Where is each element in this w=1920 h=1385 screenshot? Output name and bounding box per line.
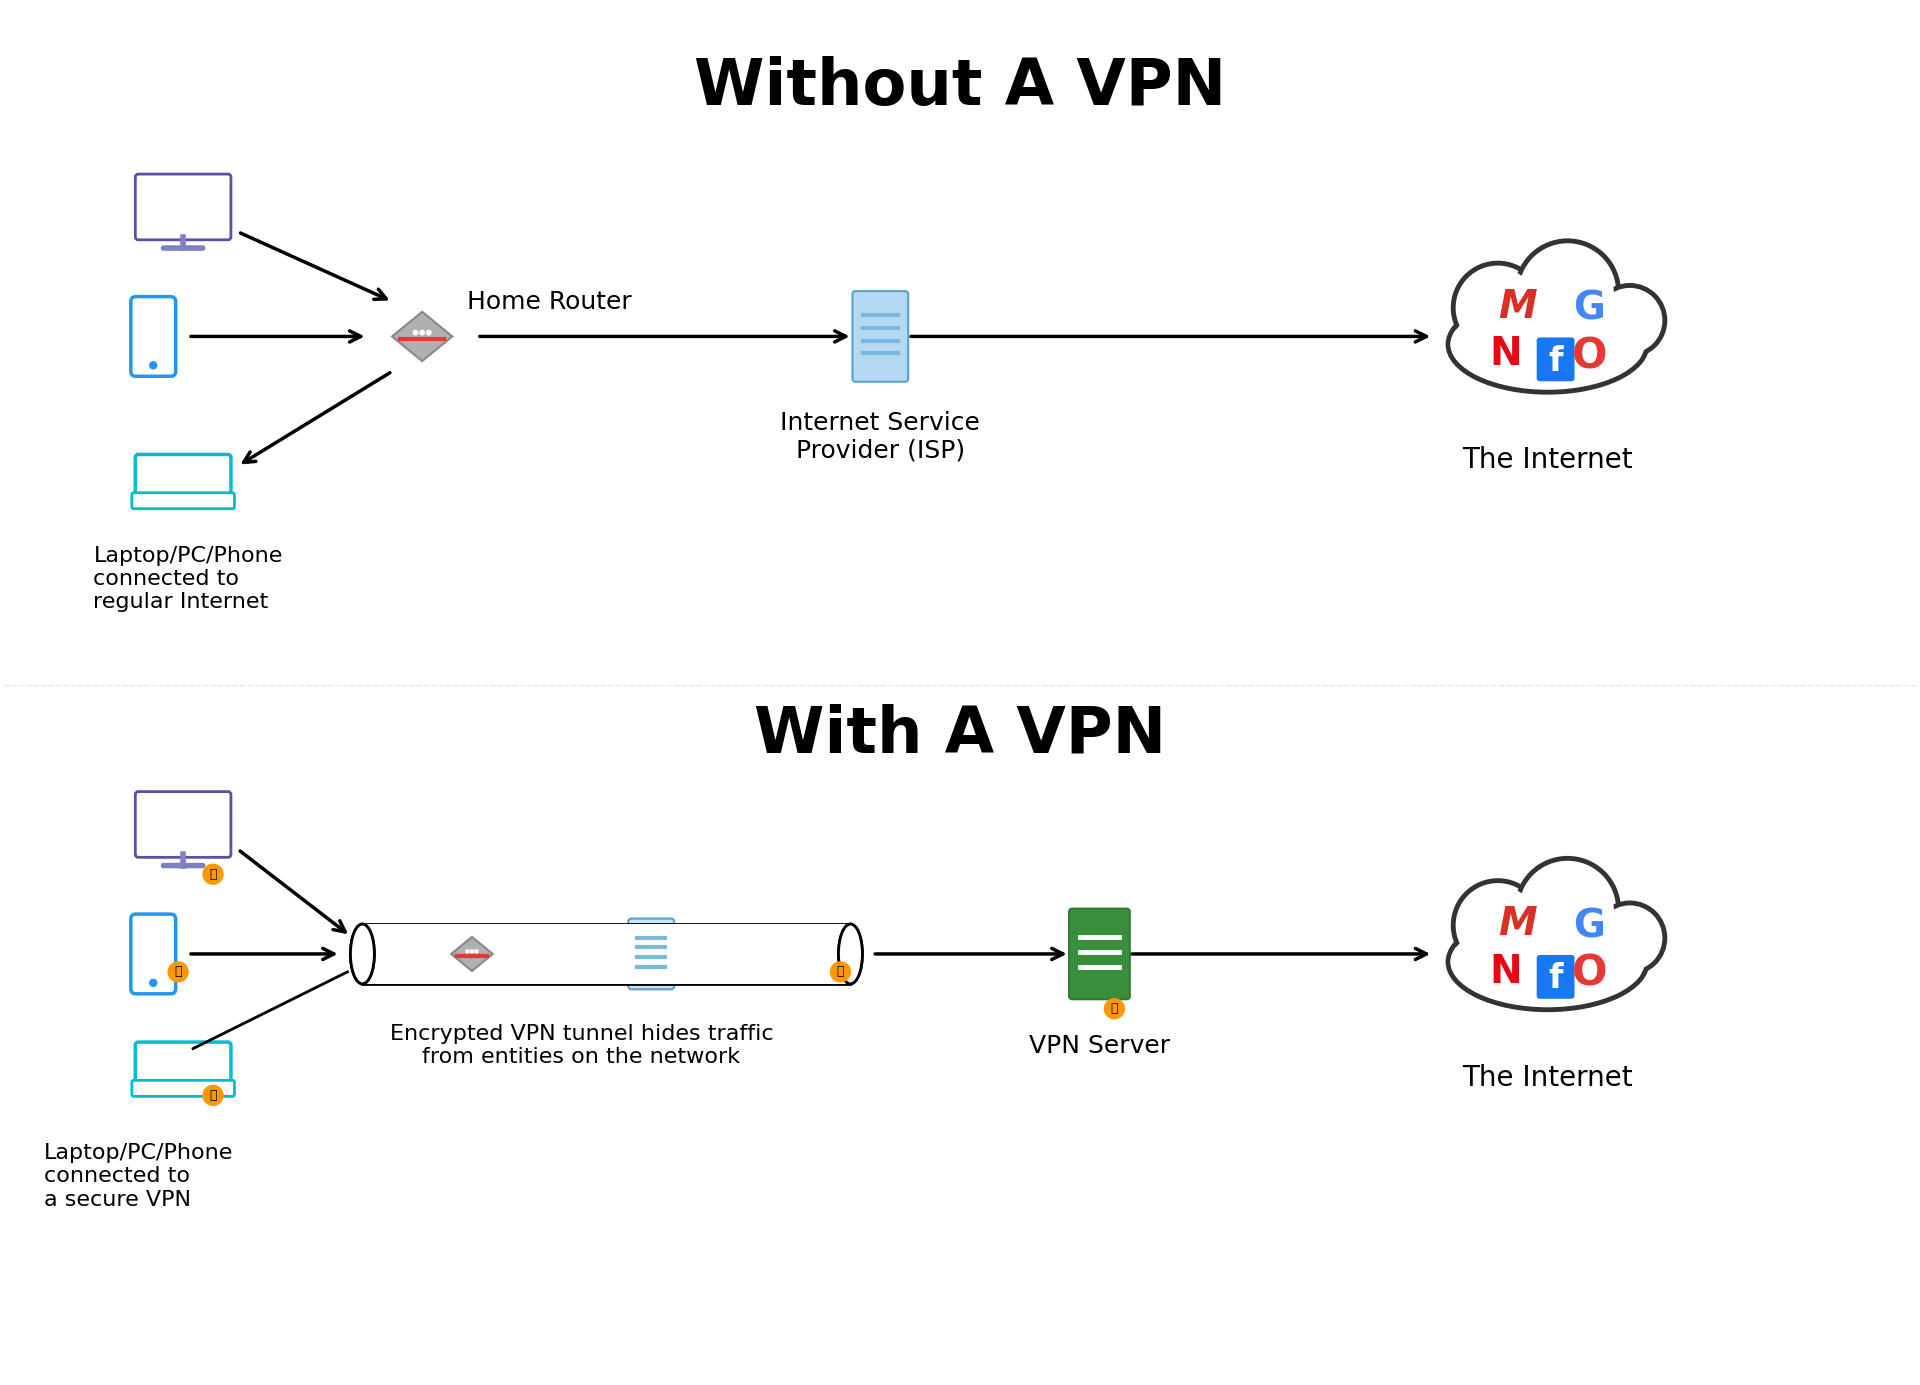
- FancyBboxPatch shape: [1536, 338, 1574, 381]
- Text: VPN Server: VPN Server: [1029, 1033, 1169, 1058]
- FancyBboxPatch shape: [134, 1042, 230, 1086]
- FancyBboxPatch shape: [132, 493, 234, 508]
- Circle shape: [467, 950, 468, 953]
- Circle shape: [1453, 263, 1542, 352]
- Text: O: O: [1572, 953, 1607, 994]
- Text: With A VPN: With A VPN: [755, 704, 1165, 766]
- FancyBboxPatch shape: [131, 296, 175, 377]
- FancyBboxPatch shape: [852, 291, 908, 382]
- Circle shape: [204, 864, 223, 884]
- Text: The Internet: The Internet: [1463, 1064, 1632, 1091]
- Circle shape: [1517, 859, 1619, 960]
- Circle shape: [420, 331, 424, 335]
- Text: N: N: [1490, 953, 1523, 990]
- FancyBboxPatch shape: [132, 1080, 234, 1097]
- Text: Laptop/PC/Phone
connected to
a secure VPN: Laptop/PC/Phone connected to a secure VP…: [44, 1143, 232, 1209]
- Polygon shape: [392, 312, 453, 361]
- FancyBboxPatch shape: [134, 454, 230, 499]
- Text: Encrypted VPN tunnel hides traffic
from entities on the network: Encrypted VPN tunnel hides traffic from …: [390, 1024, 774, 1066]
- Ellipse shape: [351, 924, 374, 983]
- Circle shape: [1521, 863, 1615, 956]
- Circle shape: [1457, 885, 1538, 965]
- Circle shape: [1596, 903, 1665, 974]
- FancyBboxPatch shape: [131, 914, 175, 994]
- Circle shape: [1521, 245, 1615, 338]
- Circle shape: [1517, 241, 1619, 343]
- Circle shape: [1104, 999, 1125, 1019]
- Text: Laptop/PC/Phone
connected to
regular Internet: Laptop/PC/Phone connected to regular Int…: [94, 546, 282, 612]
- Text: O: O: [1572, 335, 1607, 377]
- Text: 🔒: 🔒: [837, 965, 845, 978]
- Text: f: f: [1548, 345, 1563, 378]
- Circle shape: [413, 331, 419, 335]
- Text: N: N: [1490, 335, 1523, 374]
- FancyBboxPatch shape: [134, 175, 230, 240]
- Polygon shape: [451, 936, 493, 971]
- Ellipse shape: [1448, 296, 1647, 392]
- Text: G: G: [1574, 907, 1605, 945]
- Text: The Internet: The Internet: [1463, 446, 1632, 474]
- Circle shape: [470, 950, 474, 953]
- Text: G: G: [1574, 289, 1605, 327]
- Circle shape: [150, 361, 157, 368]
- Ellipse shape: [839, 924, 862, 983]
- Text: 🔒: 🔒: [209, 868, 217, 881]
- FancyBboxPatch shape: [1069, 909, 1129, 999]
- Polygon shape: [363, 924, 851, 983]
- Circle shape: [1457, 267, 1538, 348]
- Circle shape: [831, 963, 851, 982]
- Text: Internet Service
Provider (ISP): Internet Service Provider (ISP): [780, 411, 981, 463]
- Text: M: M: [1498, 288, 1538, 325]
- Circle shape: [426, 331, 430, 335]
- Ellipse shape: [1448, 914, 1647, 1010]
- Circle shape: [1599, 291, 1661, 350]
- Text: Without A VPN: Without A VPN: [693, 57, 1227, 119]
- Text: 🔒: 🔒: [175, 965, 182, 978]
- Ellipse shape: [351, 924, 374, 983]
- Circle shape: [169, 963, 188, 982]
- Text: 🔒: 🔒: [209, 1089, 217, 1102]
- Ellipse shape: [839, 924, 862, 983]
- FancyBboxPatch shape: [134, 792, 230, 857]
- Text: f: f: [1548, 963, 1563, 996]
- Ellipse shape: [1450, 301, 1645, 388]
- Circle shape: [1599, 907, 1661, 968]
- Text: 🔒: 🔒: [1110, 1003, 1117, 1015]
- Text: Home Router: Home Router: [467, 289, 632, 313]
- Circle shape: [1453, 881, 1542, 970]
- Circle shape: [474, 950, 478, 953]
- Text: M: M: [1498, 904, 1538, 943]
- FancyBboxPatch shape: [628, 918, 674, 989]
- FancyBboxPatch shape: [1536, 954, 1574, 999]
- Ellipse shape: [1450, 918, 1645, 1006]
- Circle shape: [204, 1086, 223, 1105]
- Circle shape: [1596, 285, 1665, 356]
- Circle shape: [150, 979, 157, 986]
